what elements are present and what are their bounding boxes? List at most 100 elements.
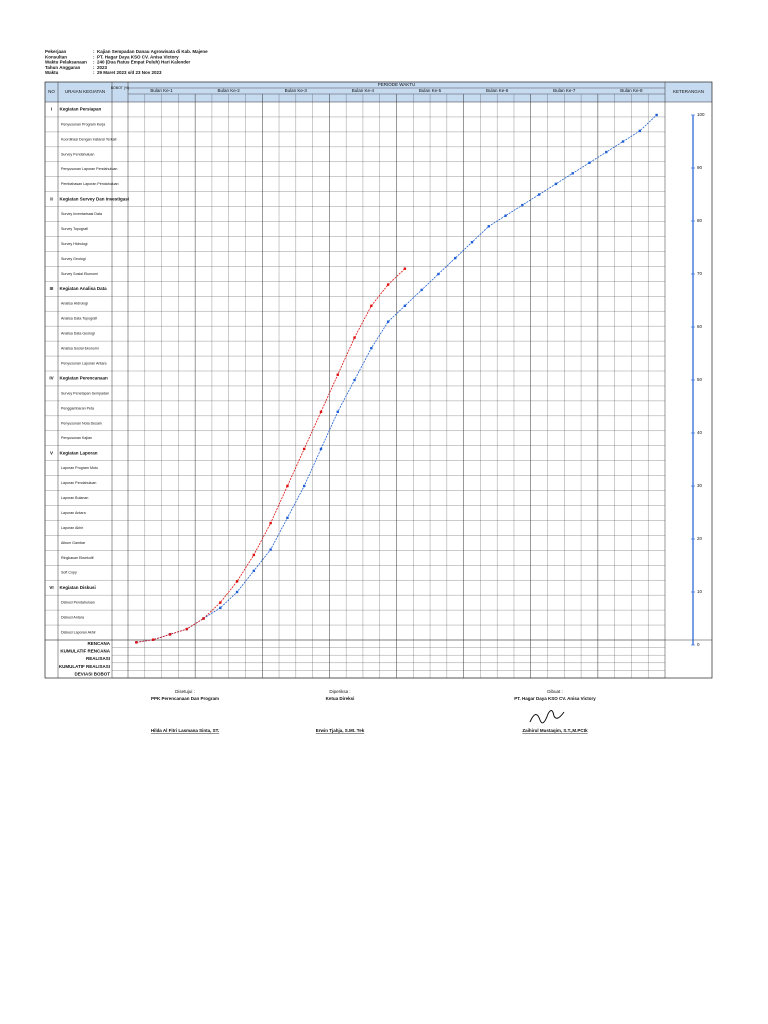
plan-curve: [136, 114, 657, 643]
activity: Survey Penetapan Sempadan: [61, 391, 109, 395]
tick-label: 50: [697, 377, 703, 382]
plan-point: [588, 161, 591, 164]
plan-point: [420, 288, 423, 292]
sign-title: Ketua Direksi: [326, 696, 355, 701]
section-no: IV: [49, 376, 53, 381]
actual-point: [336, 373, 339, 376]
section-title: Kegiatan Survey Dan Investigasi: [60, 196, 130, 201]
plan-point: [655, 113, 658, 117]
activity: Penyusunan Laporan Antara: [61, 361, 107, 365]
plan-point: [353, 378, 356, 382]
plan-point: [504, 214, 507, 217]
tick-label: 30: [697, 483, 703, 488]
month-header: Bulan Ke-4: [352, 88, 375, 93]
signature-scribble: [529, 710, 565, 724]
plan-point: [537, 193, 541, 196]
activity: Survey Hidrologi: [61, 242, 88, 246]
plan-point: [554, 182, 558, 186]
field-sep: :: [93, 49, 95, 54]
sign-name: Erwin Tjahja, S.Mt. Tek: [316, 728, 365, 733]
month-header: Bulan Ke-7: [553, 88, 576, 93]
field-value: 2023: [97, 65, 108, 70]
activity: Laporan Bulanan: [61, 496, 88, 500]
tick-label: 90: [697, 165, 703, 170]
sign-title: PPK Perencanaan Dan Program: [151, 696, 219, 701]
sign-name: Zaihirul Mustaqim, S.T.,M.PCtk: [522, 728, 588, 733]
month-header: Bulan Ke-5: [419, 88, 442, 93]
activity: Diskusi Antara: [61, 616, 84, 620]
weight-header: BOBOT (%): [111, 86, 130, 90]
label-header: URAIAN KEGIATAN: [65, 89, 105, 94]
activity: Analisa Data Topografi: [61, 317, 97, 321]
field-value: 29 Maret 2023 s/d 23 Nov 2023: [97, 70, 162, 75]
activity: Laporan Pendahuluan: [61, 481, 96, 485]
plan-point: [403, 304, 407, 307]
activity: Analisa Data Geologi: [61, 332, 95, 336]
section-title: Kegiatan Persiapan: [60, 107, 102, 112]
section-no: III: [50, 286, 54, 291]
section-no: VI: [49, 585, 53, 590]
activity: Survey Sosial Ekonomi: [61, 272, 98, 276]
section-no: V: [50, 450, 53, 455]
summary-label: DEVIASI BOBOT: [74, 671, 110, 676]
sign-role: Disetujui :: [175, 689, 195, 694]
plan-point: [454, 256, 457, 260]
activity: Survey Pendahuluan: [61, 152, 94, 156]
no-header: NO: [48, 89, 55, 94]
activity: Koordinasi Dengan Instansi Terkait: [61, 137, 116, 141]
plan-point: [487, 225, 490, 228]
plan-point: [252, 569, 256, 572]
tick-label: 80: [697, 218, 703, 223]
plan-point: [303, 484, 306, 488]
activity: Penyusunan Kajian: [61, 436, 92, 440]
field-label: Waktu: [45, 70, 59, 75]
activity: Penyusunan Program Kerja: [61, 122, 105, 126]
table-frame: [44, 81, 713, 679]
activity: Penggambaran Peta: [61, 406, 94, 410]
activity: Pembahasan Laporan Pendahuluan: [61, 182, 119, 186]
plan-point: [336, 410, 339, 413]
actual-point: [269, 521, 272, 525]
activity: Diskusi Laporan Akhir: [61, 630, 97, 634]
actual-point: [135, 641, 138, 644]
table-header: [45, 82, 712, 102]
field-sep: :: [93, 65, 95, 70]
tick-label: 40: [697, 430, 703, 435]
actual-point: [168, 633, 172, 636]
tick-label: 20: [697, 536, 703, 541]
summary-label: RENCANA: [88, 641, 111, 646]
actual-point: [202, 617, 205, 620]
summary-label: REALISASI: [86, 656, 110, 661]
plan-point: [605, 150, 608, 154]
tick-label: 100: [697, 112, 705, 117]
activity: Album Gambar: [61, 541, 86, 545]
field-value: 240 (Dua Ratus Empat Puluh) Hari Kalende…: [97, 60, 191, 65]
month-header: Bulan Ke-3: [285, 88, 308, 93]
activity: Ringkasan Eksekutif: [61, 556, 94, 560]
tick-label: 60: [697, 324, 703, 329]
section-title: Kegiatan Laporan: [60, 450, 98, 455]
actual-point: [353, 336, 356, 339]
plan-point: [470, 241, 474, 244]
summary-label: KUMULATIF REALISASI: [59, 664, 110, 669]
plan-point: [621, 140, 625, 143]
plan-point: [437, 272, 440, 276]
field-value: PT. Hagar Daya KSO CV. Anisa Victory: [97, 54, 179, 59]
month-header: Bulan Ke-8: [620, 88, 643, 93]
activity: Laporan Antara: [61, 511, 86, 515]
activity: Penyusunan Nota Desain: [61, 421, 102, 425]
plan-point: [269, 548, 272, 551]
plan-point: [235, 590, 239, 594]
field-label: Konsultan: [45, 54, 67, 59]
plan-point: [386, 320, 390, 323]
actual-point: [370, 304, 373, 307]
actual-point: [286, 484, 289, 488]
activity: Survey Topografi: [61, 227, 88, 231]
field-label: Pekerjaan: [45, 49, 67, 54]
actual-point: [235, 580, 239, 583]
sign-title: PT. Hagar Daya KSO CV. Anisa Victory: [514, 696, 596, 701]
tick-label: 70: [697, 271, 703, 276]
plan-point: [370, 347, 373, 350]
actual-point: [185, 627, 188, 631]
